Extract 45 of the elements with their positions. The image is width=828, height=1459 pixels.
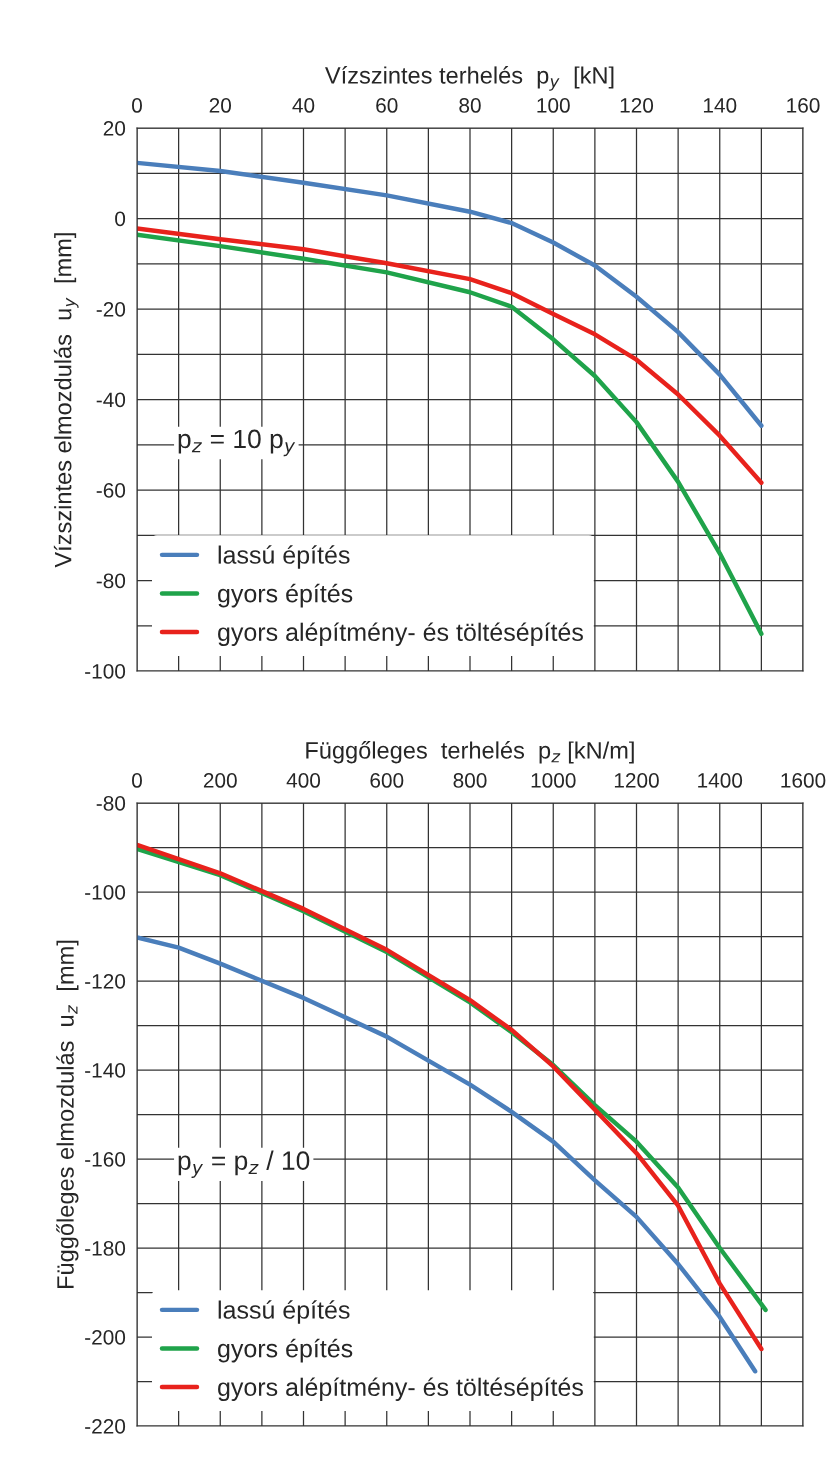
y-tick-label: -120 xyxy=(85,974,126,989)
x-tick-label: 20 xyxy=(209,98,232,113)
x-tick-label: 1000 xyxy=(531,773,576,788)
y-tick-label: -160 xyxy=(85,1152,126,1167)
y-tick-label: -40 xyxy=(96,392,126,408)
legend-label: gyors alépítmény- és töltésépítés xyxy=(218,1377,583,1401)
y-tick-label: -80 xyxy=(96,573,126,589)
x-tick-label: 120 xyxy=(620,98,654,113)
legend-label: lassú építés xyxy=(218,1300,350,1324)
y-tick-label: -20 xyxy=(96,302,126,317)
legend-label: gyors építés xyxy=(218,1338,353,1363)
x-tick-label: 80 xyxy=(459,98,481,113)
y-tick-label: -200 xyxy=(85,1330,126,1345)
x-tick-label: 160 xyxy=(787,98,820,113)
x-tick-label: 400 xyxy=(286,773,321,788)
y-tick-label: -140 xyxy=(85,1063,126,1078)
y-tick-label: 0 xyxy=(115,211,126,227)
x-tick-label: 800 xyxy=(453,773,487,788)
y-tick-label: 20 xyxy=(103,121,126,136)
x-tick-label: 200 xyxy=(203,773,237,788)
y-tick-label: -220 xyxy=(85,1419,126,1434)
y-axis-title: Függőleges elmozdulás u$_{z}$ [mm] xyxy=(56,940,79,1288)
x-tick-label: 1200 xyxy=(614,773,659,788)
x-tick-label: 40 xyxy=(292,98,315,113)
y-tick-label: -60 xyxy=(96,483,126,498)
y-tick-label: -100 xyxy=(85,885,126,900)
x-tick-label: 1400 xyxy=(698,773,743,788)
y-tick-label: -180 xyxy=(85,1241,126,1256)
x-tick-label: 60 xyxy=(376,98,398,113)
x-axis-title: Vízszintes terhelés p$_{y}$ [kN] xyxy=(325,66,614,91)
x-tick-label: 140 xyxy=(703,98,737,113)
legend-label: gyors alépítmény- és töltésépítés xyxy=(218,622,583,646)
x-tick-label: 0 xyxy=(132,98,142,113)
legend-label: gyors építés xyxy=(218,583,353,608)
x-tick-label: 600 xyxy=(370,773,404,788)
annotation: p$_{z}$ = 10 p$_{y}$ xyxy=(178,429,296,457)
x-axis-title: Függőleges terhelés p$_{z}$ [kN/m] xyxy=(306,741,634,764)
y-tick-label: -100 xyxy=(85,664,126,679)
legend-label: lassú építés xyxy=(218,545,350,569)
annotation: p$_{y}$ = p$_{z}$ / 10 xyxy=(178,1150,310,1178)
x-tick-label: 0 xyxy=(132,773,142,788)
y-axis-title: Vízszintes elmozdulás u$_{y}$ [mm] xyxy=(53,233,79,568)
x-tick-label: 100 xyxy=(537,98,570,113)
x-tick-label: 1600 xyxy=(781,773,826,788)
y-tick-label: -80 xyxy=(96,796,126,811)
